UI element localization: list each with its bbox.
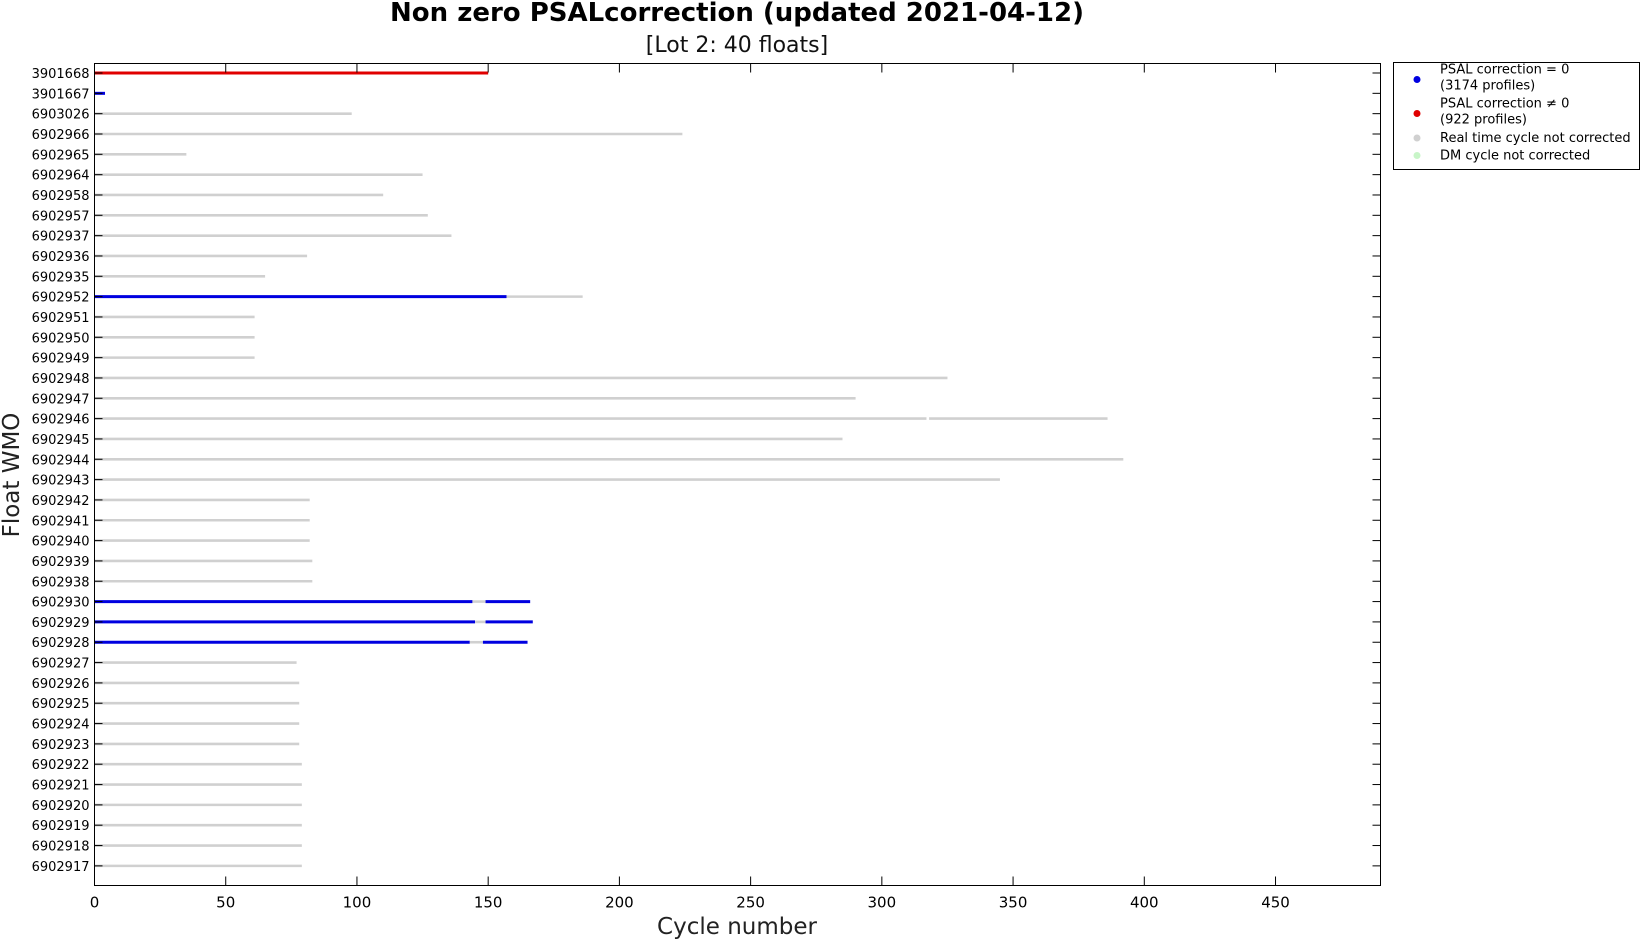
ytick-label-6902930: 6902930 — [32, 596, 90, 611]
y-axis-label: Float WMO — [0, 413, 25, 538]
ytick-label-6902927: 6902927 — [32, 657, 90, 672]
xtick-label-350: 350 — [999, 894, 1028, 912]
xtick-label-300: 300 — [868, 894, 897, 912]
ytick-label-6902965: 6902965 — [32, 148, 90, 163]
legend-label-corr_nonzero: PSAL correction ≠ 0 — [1440, 97, 1569, 112]
xtick-label-450: 450 — [1261, 894, 1290, 912]
ytick-label-6902918: 6902918 — [32, 840, 90, 855]
ytick-label-6902941: 6902941 — [32, 514, 90, 529]
plot-frame — [94, 63, 1381, 886]
legend-marker-corr_zero — [1413, 76, 1421, 83]
xtick-label-0: 0 — [90, 894, 100, 912]
x-axis-label: Cycle number — [657, 914, 817, 940]
x-axis: 0 50 100 150 200 250 300 350 400 450 — [90, 63, 1290, 912]
ytick-label-6902946: 6902946 — [32, 413, 90, 428]
ytick-label-6902921: 6902921 — [32, 779, 90, 794]
ytick-label-6902966: 6902966 — [32, 128, 90, 143]
ytick-label-6902929: 6902929 — [32, 616, 90, 631]
ytick-label-6902951: 6902951 — [32, 311, 90, 326]
ytick-label-6902920: 6902920 — [32, 799, 90, 814]
legend-label-dm: DM cycle not corrected — [1440, 149, 1590, 164]
y-axis: 3901668 3901667 6903026 6902966 6902965 69029… — [32, 67, 1381, 875]
ytick-label-6902949: 6902949 — [32, 352, 90, 367]
xtick-label-100: 100 — [343, 894, 372, 912]
ytick-label-6902922: 6902922 — [32, 758, 90, 773]
ytick-label-6902937: 6902937 — [32, 230, 90, 245]
ytick-label-6902939: 6902939 — [32, 555, 90, 570]
ytick-label-6902958: 6902958 — [32, 189, 90, 204]
ytick-label-6902938: 6902938 — [32, 575, 90, 590]
ytick-label-6902945: 6902945 — [32, 433, 90, 448]
chart-title: Non zero PSALcorrection (updated 2021-04… — [390, 0, 1084, 28]
ytick-label-6902926: 6902926 — [32, 677, 90, 692]
legend-label-rt: Real time cycle not corrected — [1440, 131, 1631, 146]
ytick-label-6902925: 6902925 — [32, 697, 90, 712]
ytick-label-6902942: 6902942 — [32, 494, 90, 509]
xtick-label-400: 400 — [1130, 894, 1159, 912]
ytick-label-6902924: 6902924 — [32, 718, 90, 733]
ytick-label-6902936: 6902936 — [32, 250, 90, 265]
ytick-label-6902952: 6902952 — [32, 291, 90, 306]
legend-count-corr_zero: (3174 profiles) — [1440, 79, 1535, 94]
ytick-label-6902944: 6902944 — [32, 453, 90, 468]
legend-box — [1393, 62, 1640, 170]
ytick-label-6902947: 6902947 — [32, 392, 90, 407]
legend-marker-corr_nonzero — [1413, 110, 1421, 117]
ytick-label-6902940: 6902940 — [32, 535, 90, 550]
ytick-label-6902948: 6902948 — [32, 372, 90, 387]
ytick-label-6902950: 6902950 — [32, 331, 90, 346]
ytick-label-3901668: 3901668 — [32, 67, 90, 82]
legend-marker-dm — [1413, 152, 1421, 159]
legend-marker-rt — [1413, 134, 1421, 142]
ytick-label-6902919: 6902919 — [32, 819, 90, 834]
ytick-label-6902957: 6902957 — [32, 209, 90, 224]
ytick-label-6902935: 6902935 — [32, 270, 90, 285]
legend-count-corr_nonzero: (922 profiles) — [1440, 113, 1527, 128]
ytick-label-6903026: 6903026 — [32, 108, 90, 123]
ytick-label-6902964: 6902964 — [32, 169, 90, 184]
ytick-label-6902923: 6902923 — [32, 738, 90, 753]
xtick-label-150: 150 — [474, 894, 503, 912]
ytick-label-6902943: 6902943 — [32, 474, 90, 489]
ytick-label-6902928: 6902928 — [32, 636, 90, 651]
xtick-label-50: 50 — [216, 894, 235, 912]
bars-layer — [94, 71, 1124, 868]
chart-subtitle: [Lot 2: 40 floats] — [646, 33, 828, 58]
ytick-label-6902917: 6902917 — [32, 860, 90, 875]
legend-label-corr_zero: PSAL correction = 0 — [1440, 63, 1569, 78]
legend: PSAL correction = 0(3174 profiles) PSAL c… — [1393, 62, 1640, 170]
xtick-label-200: 200 — [605, 894, 634, 912]
xtick-label-250: 250 — [736, 894, 765, 912]
ytick-label-3901667: 3901667 — [32, 87, 90, 102]
